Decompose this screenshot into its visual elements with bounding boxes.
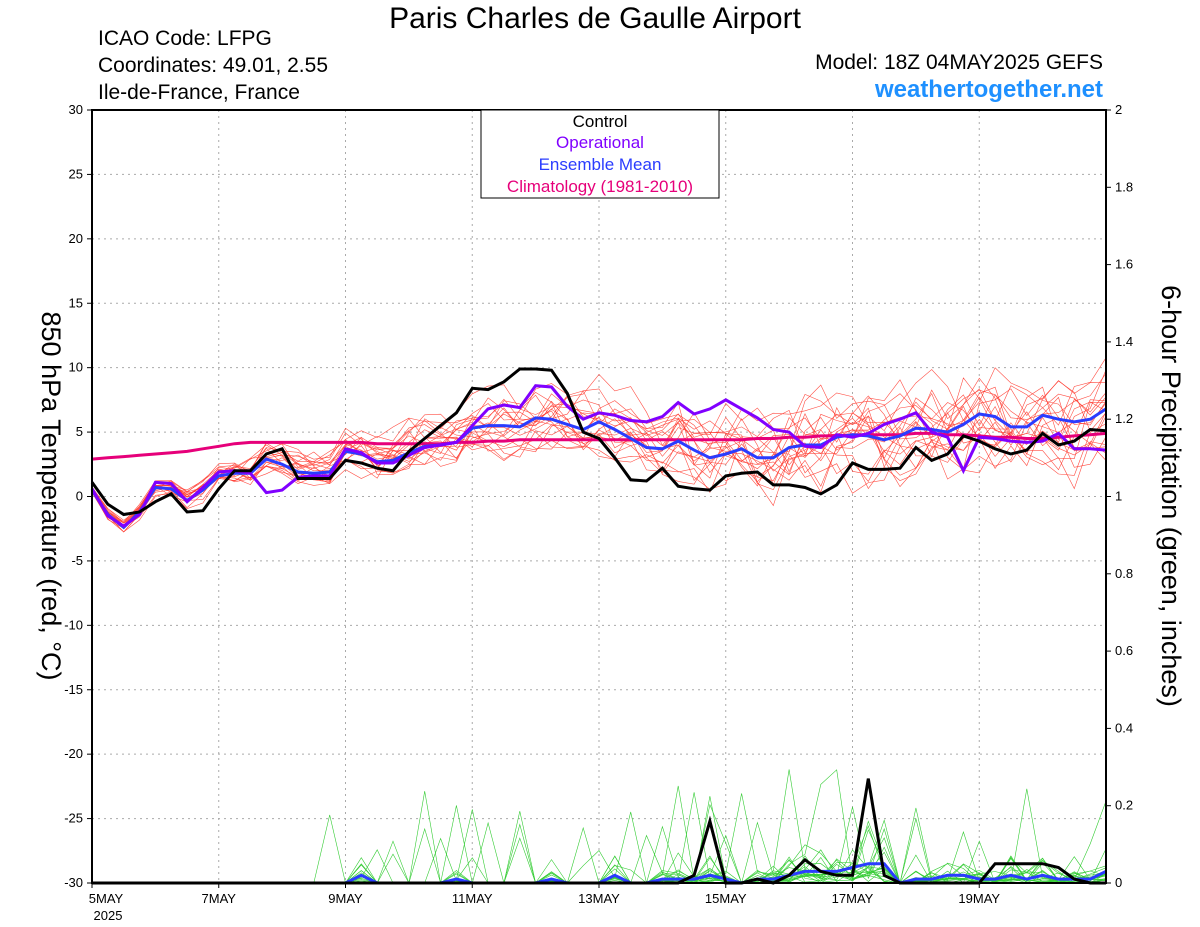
left-tick-label: 0 — [76, 489, 83, 504]
x-year-label: 2025 — [94, 908, 123, 923]
right-tick-label: 0 — [1115, 875, 1122, 890]
chart-title: Paris Charles de Gaulle Airport — [389, 2, 801, 35]
right-tick-label: 0.2 — [1115, 798, 1133, 813]
x-tick-label: 19MAY — [958, 891, 1000, 906]
left-tick-label: 30 — [69, 102, 83, 117]
right-tick-label: 0.4 — [1115, 720, 1133, 735]
right-axis-label: 6-hour Precipitation (green, inches) — [1156, 285, 1186, 707]
right-tick-label: 0.8 — [1115, 566, 1133, 581]
left-tick-label: -15 — [64, 682, 83, 697]
legend-ensemble-mean: Ensemble Mean — [539, 155, 662, 174]
legend-control: Control — [573, 112, 628, 131]
ensemble-precipitation-members — [92, 769, 1107, 884]
temperature-member-line — [91, 384, 1107, 527]
left-tick-label: 5 — [76, 424, 83, 439]
left-tick-label: 10 — [69, 360, 83, 375]
left-tick-label: 15 — [69, 295, 83, 310]
temperature-member-line — [91, 357, 1107, 526]
right-tick-label: 1.8 — [1115, 179, 1133, 194]
x-tick-label: 17MAY — [832, 891, 874, 906]
legend-operational: Operational — [556, 133, 644, 152]
legend-box — [480, 109, 720, 199]
control-temperature-line — [90, 367, 1107, 517]
axis-ticks: 302520151050-5-10-15-20-25-3021.81.61.41… — [64, 102, 1133, 923]
left-axis-label: 850 hPa Temperature (red, °C) — [36, 312, 66, 681]
right-tick-label: 1.4 — [1115, 334, 1133, 349]
temperature-member-line — [91, 393, 1107, 524]
left-tick-label: -10 — [64, 617, 83, 632]
site-link[interactable]: weathertogether.net — [874, 76, 1103, 103]
legend: Control Operational Ensemble Mean Climat… — [480, 109, 720, 199]
precipitation-member-line — [92, 805, 1107, 884]
precipitation-member-line — [92, 809, 1107, 884]
ensemble-mean-temperature-line — [90, 407, 1107, 530]
model-run: Model: 18Z 04MAY2025 GEFS — [815, 51, 1103, 74]
right-tick-label: 0.6 — [1115, 643, 1133, 658]
region: Ile-de-France, France — [98, 81, 300, 104]
icao-code: ICAO Code: LFPG — [98, 27, 272, 50]
coordinates: Coordinates: 49.01, 2.55 — [98, 54, 328, 77]
temperature-member-line — [91, 381, 1107, 528]
x-tick-label: 13MAY — [578, 891, 620, 906]
legend-climatology: Climatology (1981-2010) — [507, 177, 693, 196]
right-tick-label: 1.6 — [1115, 257, 1133, 272]
x-tick-label: 11MAY — [452, 891, 493, 906]
x-tick-label: 9MAY — [328, 891, 363, 906]
precipitation-member-line — [92, 769, 1107, 884]
precipitation-member-line — [92, 796, 1107, 884]
temperature-member-line — [91, 373, 1107, 526]
temperature-member-line — [91, 367, 1107, 530]
right-tick-label: 2 — [1115, 102, 1122, 117]
left-tick-label: 25 — [69, 166, 83, 181]
left-tick-label: -5 — [71, 553, 83, 568]
x-tick-label: 7MAY — [202, 891, 237, 906]
left-tick-label: -25 — [64, 811, 83, 826]
x-tick-label: 15MAY — [705, 891, 747, 906]
temperature-member-line — [91, 380, 1107, 522]
left-tick-label: -20 — [64, 746, 83, 761]
x-tick-label: 5MAY — [89, 891, 124, 906]
right-tick-label: 1.2 — [1115, 411, 1133, 426]
right-tick-label: 1 — [1115, 489, 1122, 504]
gridlines — [92, 110, 1106, 883]
operational-temperature-line — [90, 384, 1107, 528]
left-tick-label: -30 — [64, 875, 83, 890]
left-tick-label: 20 — [69, 231, 83, 246]
temperature-member-line — [91, 388, 1107, 533]
